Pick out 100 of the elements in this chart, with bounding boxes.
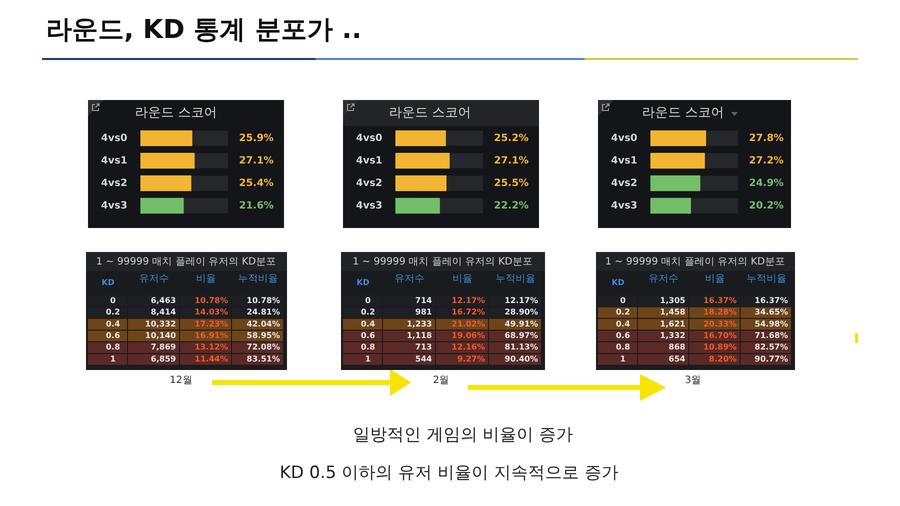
data-label: 9.27% [457, 354, 485, 364]
data-label: 19.06% [452, 331, 485, 340]
text: 2월 [432, 375, 450, 387]
data-label: 54.98% [754, 319, 788, 328]
data-label: 10.78% [246, 296, 280, 305]
y-tick-label: 0.6 [360, 331, 376, 340]
data-label: 82.57% [754, 342, 788, 352]
y-axis-title: KD [356, 278, 370, 288]
data-label: 12.16% [452, 342, 485, 352]
data-label: 25.4% [239, 178, 274, 189]
data-label: 1,305 [660, 296, 686, 305]
data-label: 20.2% [749, 200, 784, 212]
data-label: 42.04% [246, 319, 280, 328]
data-label: 713 [415, 342, 432, 352]
y-tick-label: 0.8 [616, 342, 630, 352]
data-label: 714 [415, 296, 432, 305]
data-label: 71.68% [754, 331, 788, 340]
data-label: 10.78% [194, 296, 228, 305]
data-label: 16.37% [754, 296, 788, 305]
data-label: 27.2% [749, 155, 784, 166]
data-label: 8,414 [150, 308, 176, 317]
x-tick-label: 누적비율 [238, 274, 278, 285]
data-label: 1,332 [660, 331, 686, 340]
data-label: 8.20% [708, 354, 737, 364]
y-tick-label: 0.6 [106, 331, 120, 340]
y-tick-label: 0.4 [106, 319, 120, 328]
data-label: 10.89% [703, 342, 737, 352]
y-tick-label: 4vs1 [356, 155, 382, 166]
data-label: 24.81% [246, 308, 280, 317]
y-tick-label: 4vs3 [610, 200, 638, 212]
data-label: 18.28% [703, 308, 737, 317]
y-tick-label: 4vs2 [610, 178, 638, 189]
data-label: 12.17% [452, 296, 485, 305]
x-tick-label: 비율 [705, 274, 725, 285]
y-tick-label: 4vs2 [356, 178, 382, 189]
y-tick-label: 0.4 [616, 319, 630, 328]
data-label: 34.65% [754, 308, 788, 317]
data-label: 12.17% [504, 296, 538, 305]
x-tick-label: 누적비율 [496, 274, 536, 285]
chart-title: 1 ~ 99999 매치 플레이 유저의 KD분포 [352, 256, 532, 268]
chart-title: 라운드 스코어 [134, 105, 218, 120]
data-label: 6,463 [150, 296, 176, 305]
y-tick-label: 0.2 [360, 308, 375, 317]
data-label: 27.1% [494, 155, 529, 166]
data-label: 83.51% [246, 354, 280, 364]
y-axis-title: KD [102, 278, 115, 288]
text: 12월 [170, 375, 192, 387]
data-label: 16.91% [194, 331, 228, 340]
data-label: 16.72% [452, 308, 485, 317]
y-tick-label: 1 [620, 354, 626, 364]
text: 3월 [684, 375, 702, 387]
data-label: 27.8% [749, 132, 784, 144]
y-tick-label: 4vs0 [100, 132, 128, 144]
data-label: 68.97% [504, 331, 538, 340]
y-tick-label: 0 [365, 296, 372, 305]
data-label: 11.44% [194, 354, 228, 364]
y-tick-label: 0.6 [616, 331, 630, 340]
data-label: 17.23% [194, 319, 228, 328]
data-label: 1,621 [660, 319, 686, 328]
y-tick-label: 0 [110, 296, 116, 305]
data-label: 72.08% [246, 342, 280, 352]
y-tick-label: 4vs3 [100, 200, 128, 212]
chart-title: 1 ~ 99999 매치 플레이 유저의 KD분포 [96, 256, 276, 268]
data-label: 20.33% [703, 319, 737, 328]
data-label: 6,859 [150, 354, 176, 364]
data-label: 7,869 [150, 342, 176, 352]
data-label: 1,233 [406, 319, 432, 328]
data-label: 58.95% [246, 331, 280, 340]
y-tick-label: 4vs0 [610, 132, 638, 144]
text: 라운드, KD 통계 분포가 .. [46, 15, 362, 46]
text: 일방적인 게임의 비율이 증가 [352, 424, 574, 446]
x-tick-label: 비율 [452, 274, 472, 285]
data-label: 10,332 [145, 319, 176, 328]
y-tick-label: 4vs2 [100, 178, 128, 189]
data-label: 1,458 [660, 308, 686, 317]
data-label: 25.9% [239, 132, 274, 144]
y-tick-label: 4vs3 [356, 200, 382, 212]
y-tick-label: 0.4 [360, 319, 376, 328]
data-label: 868 [668, 342, 686, 352]
y-tick-label: 0.2 [616, 308, 630, 317]
y-tick-label: 0.8 [106, 342, 120, 352]
y-tick-label: 0.8 [360, 342, 376, 352]
data-label: 21.6% [239, 200, 274, 212]
x-tick-label: 유저수 [394, 274, 424, 285]
data-label: 16.37% [703, 296, 737, 305]
chart-title: 1 ~ 99999 매치 플레이 유저의 KD분포 [605, 256, 785, 268]
data-label: 14.03% [194, 308, 228, 317]
x-tick-label: 유저수 [648, 274, 679, 285]
y-axis-title: KD [612, 278, 625, 288]
data-label: 10,140 [145, 331, 176, 340]
data-label: 90.77% [754, 354, 788, 364]
y-tick-label: 4vs1 [610, 155, 638, 166]
data-label: 1,118 [406, 331, 432, 340]
x-tick-label: 유저수 [139, 274, 169, 285]
y-tick-label: 0.2 [106, 308, 120, 317]
data-label: 654 [668, 354, 686, 364]
data-label: 13.12% [194, 342, 228, 352]
data-label: 49.91% [504, 319, 538, 328]
data-label: 16.70% [703, 331, 737, 340]
y-tick-label: 4vs0 [356, 132, 382, 144]
